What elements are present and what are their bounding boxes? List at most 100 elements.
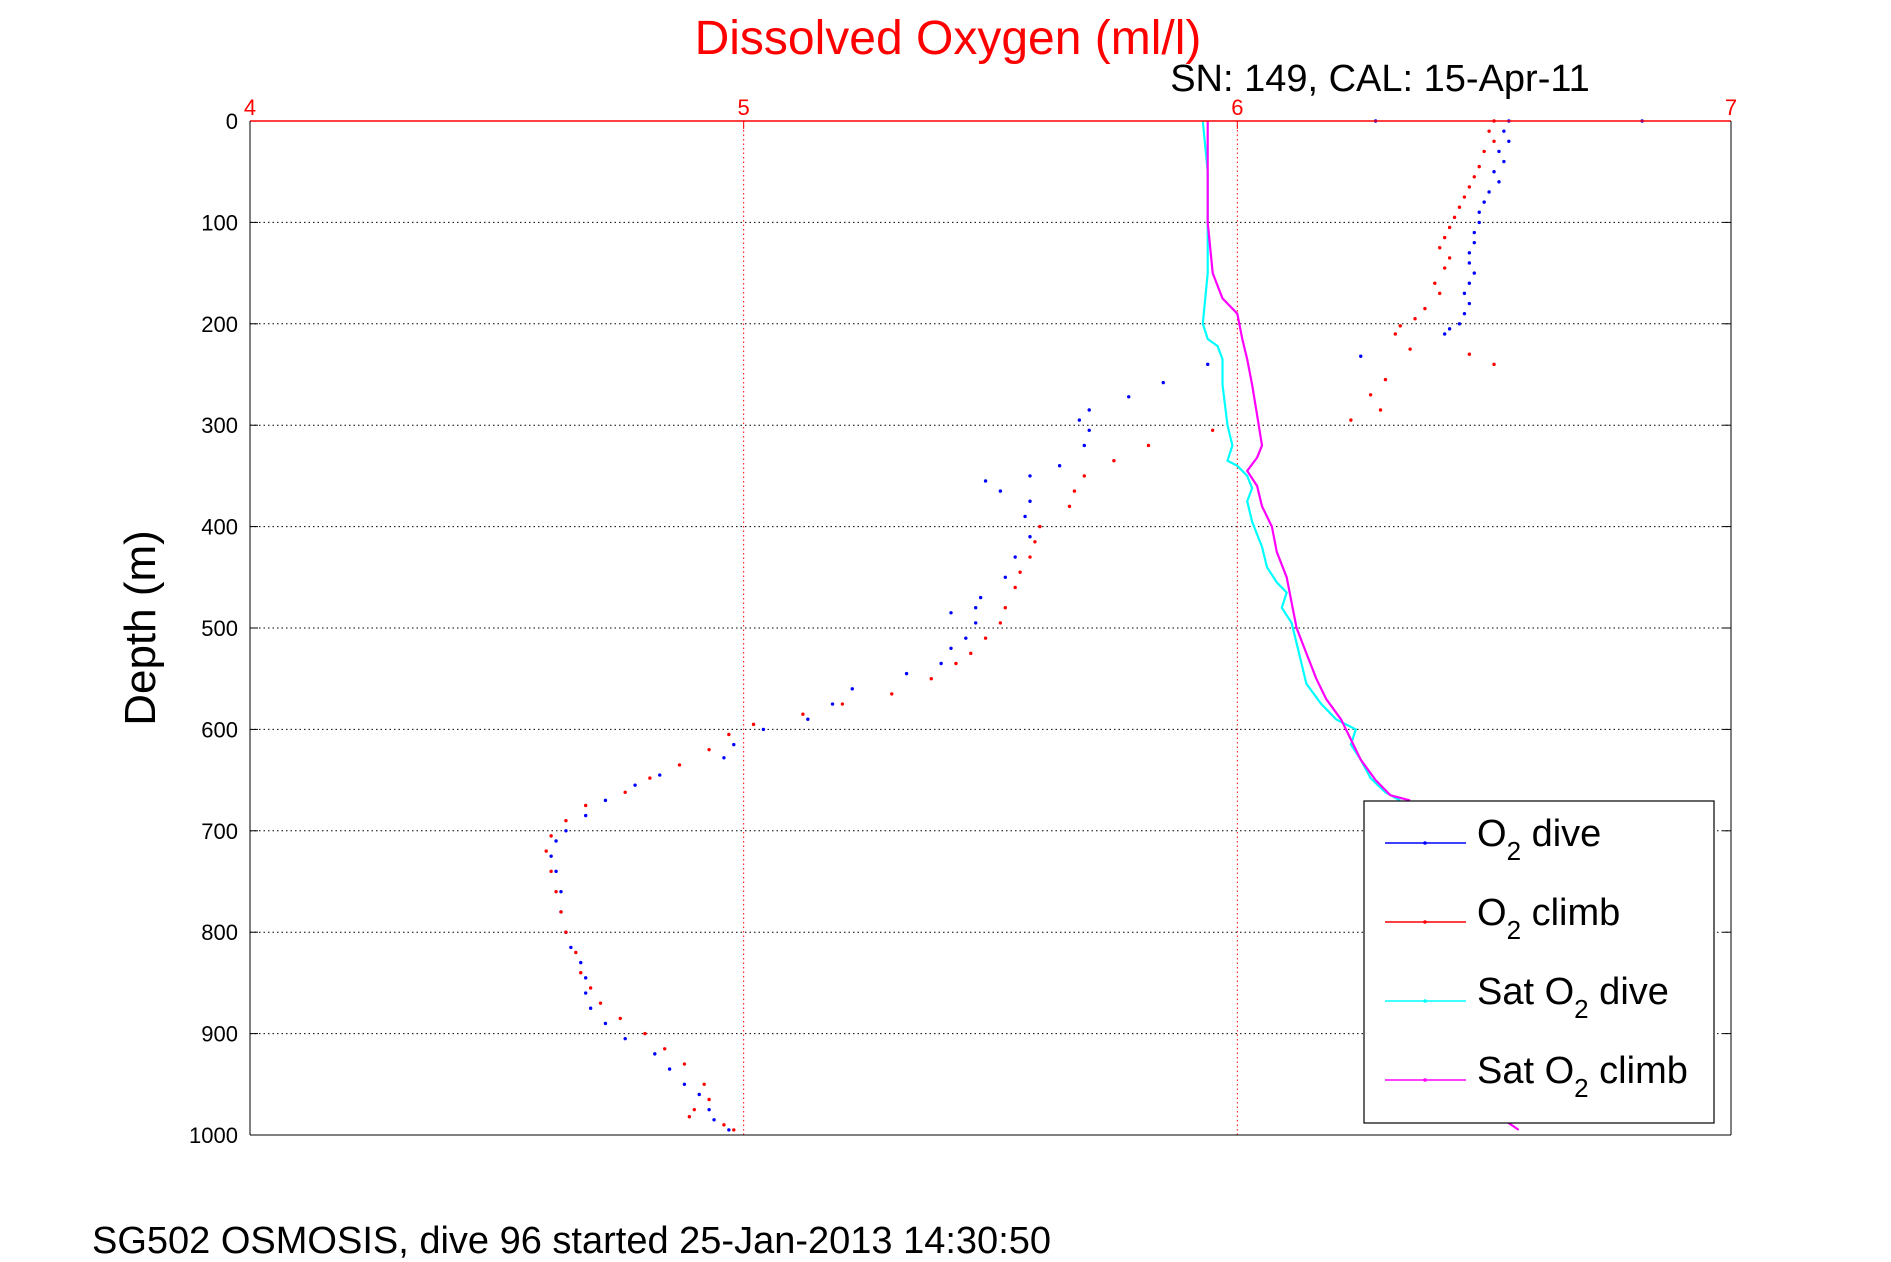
data-point	[761, 727, 766, 732]
data-point	[1472, 175, 1476, 179]
data-point	[1467, 251, 1472, 255]
data-point	[1408, 347, 1412, 351]
data-point	[1423, 306, 1427, 311]
data-point	[973, 606, 978, 610]
data-point	[806, 717, 810, 721]
data-point	[1082, 474, 1086, 478]
data-point	[554, 889, 558, 894]
y-tick-label: 500	[201, 616, 238, 641]
legend: O2 dive O2 climb Sat O2 dive Sat O2 climb	[1363, 800, 1715, 1124]
data-point	[677, 763, 682, 767]
data-point	[1433, 281, 1437, 285]
data-point	[1038, 524, 1042, 529]
data-point	[1502, 129, 1506, 133]
y-tick-label: 100	[201, 210, 238, 235]
data-point	[1472, 271, 1476, 275]
data-point	[682, 1062, 687, 1066]
y-tick-label: 0	[226, 109, 238, 134]
data-point	[1462, 195, 1467, 199]
data-point	[1497, 180, 1501, 184]
data-point	[1482, 149, 1486, 154]
data-point	[1457, 322, 1462, 326]
data-point	[1447, 256, 1452, 260]
data-point	[1482, 200, 1486, 204]
data-point	[667, 1067, 672, 1071]
data-point	[1003, 606, 1008, 610]
data-point	[1206, 362, 1210, 367]
data-point	[648, 776, 652, 780]
data-point	[707, 1107, 711, 1112]
series-o2-climb	[544, 119, 1496, 1132]
legend-label: O2 climb	[1477, 892, 1620, 945]
legend-marker	[1423, 841, 1427, 845]
data-point	[1492, 170, 1496, 174]
data-point	[1087, 408, 1091, 412]
data-point	[1507, 139, 1511, 143]
data-point	[904, 671, 909, 676]
data-point	[1033, 540, 1037, 544]
data-point	[1161, 380, 1165, 385]
data-point	[1210, 428, 1215, 432]
series-layer	[544, 119, 1644, 1132]
data-point	[574, 950, 578, 955]
data-point	[1438, 246, 1442, 250]
data-point	[722, 1123, 726, 1127]
data-point	[583, 813, 588, 818]
data-point	[588, 986, 593, 990]
data-point	[1077, 418, 1082, 422]
data-point	[1462, 311, 1467, 316]
x-tick-label: 4	[244, 95, 256, 120]
data-point	[579, 960, 583, 965]
data-point	[1467, 352, 1472, 356]
legend-marker	[1423, 1078, 1427, 1082]
data-point	[1452, 215, 1457, 220]
data-point	[583, 803, 588, 808]
data-point	[1487, 129, 1491, 133]
data-point	[1462, 291, 1467, 296]
data-point	[658, 773, 662, 777]
data-point	[1013, 555, 1017, 559]
data-point	[1447, 225, 1452, 230]
data-point	[1028, 499, 1032, 503]
legend-marker	[1423, 920, 1427, 924]
data-point	[1359, 354, 1363, 358]
data-point	[1028, 474, 1032, 478]
data-point	[618, 1016, 622, 1021]
data-point	[1442, 235, 1447, 240]
y-tick-label: 400	[201, 515, 238, 540]
data-point	[978, 595, 983, 600]
data-point	[964, 636, 968, 640]
data-point	[1467, 281, 1472, 285]
data-point	[983, 479, 988, 483]
data-point	[549, 834, 553, 838]
series-sat-climb	[1206, 121, 1411, 802]
legend-label: O2 dive	[1477, 813, 1601, 866]
data-point	[998, 489, 1003, 493]
data-point	[1013, 585, 1017, 590]
data-point	[890, 692, 894, 696]
data-point	[707, 1097, 711, 1102]
data-point	[1467, 185, 1472, 189]
y-axis-label: Depth (m)	[116, 530, 165, 726]
y-tick-label: 800	[201, 920, 238, 945]
data-point	[1467, 261, 1472, 265]
data-point	[564, 829, 568, 833]
data-point	[653, 1052, 657, 1056]
data-point	[583, 976, 588, 980]
data-point	[954, 661, 958, 666]
data-point	[1072, 489, 1077, 493]
data-point	[1057, 464, 1062, 468]
chart-title: Dissolved Oxygen (ml/l)	[695, 12, 1202, 65]
data-point	[850, 687, 854, 691]
data-point	[1378, 408, 1383, 412]
data-point	[1502, 159, 1506, 164]
data-point	[1477, 220, 1481, 225]
y-tick-label: 200	[201, 312, 238, 337]
data-point	[583, 991, 588, 995]
data-point	[1028, 555, 1032, 559]
data-point	[603, 1021, 608, 1026]
data-point	[727, 732, 731, 737]
x-tick-label: 6	[1231, 95, 1243, 120]
data-point	[1487, 190, 1491, 194]
